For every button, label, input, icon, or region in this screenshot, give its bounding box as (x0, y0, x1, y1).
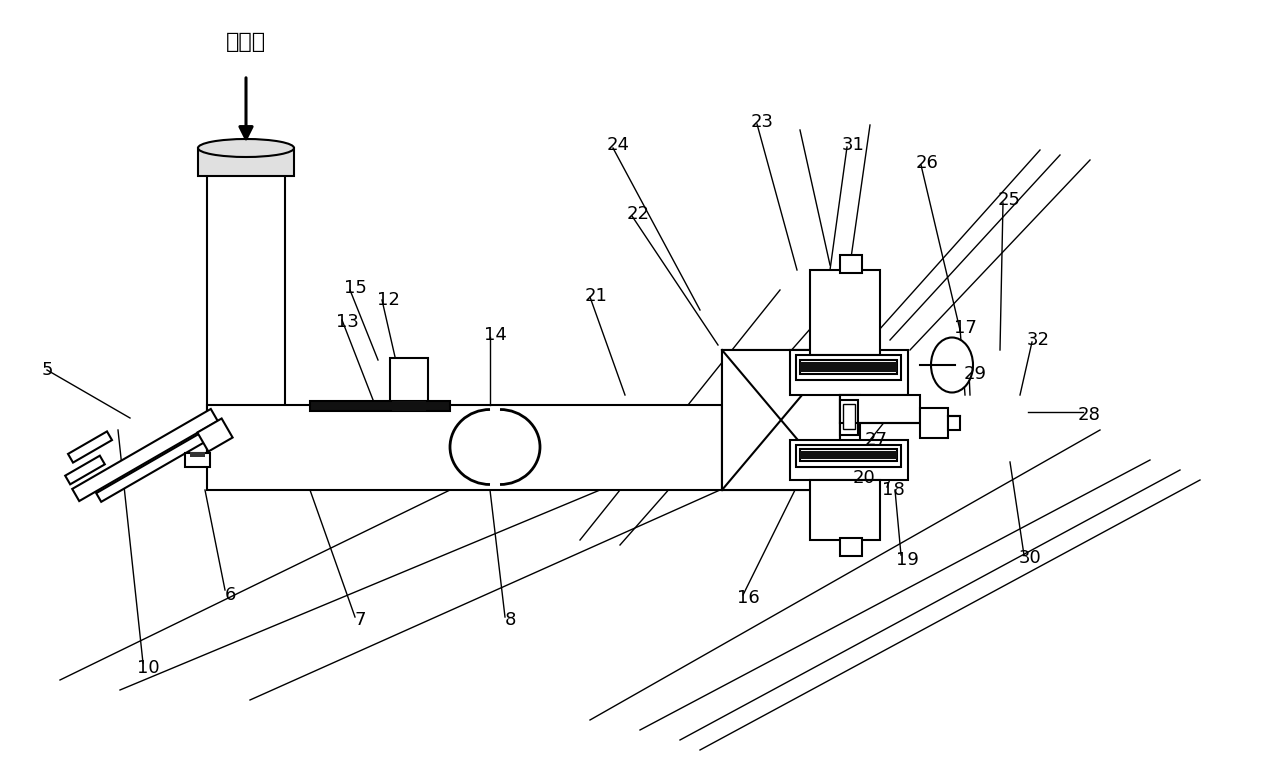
Polygon shape (722, 350, 841, 490)
Text: 24: 24 (606, 136, 629, 154)
Text: 12: 12 (376, 291, 400, 309)
Bar (810, 270, 880, 355)
Text: 31: 31 (842, 136, 865, 154)
Text: 20: 20 (852, 469, 875, 487)
Bar (310, 401, 449, 411)
Text: 8: 8 (504, 611, 515, 629)
Text: 6: 6 (224, 586, 235, 604)
Text: 7: 7 (354, 611, 366, 629)
Bar (208, 170, 285, 460)
Text: 25: 25 (998, 191, 1020, 209)
Bar (790, 440, 908, 480)
Text: 21: 21 (585, 287, 608, 305)
Text: 入射光: 入射光 (225, 32, 266, 52)
Bar (800, 451, 898, 459)
Bar (185, 453, 210, 467)
Text: 17: 17 (953, 319, 976, 337)
Text: 13: 13 (335, 313, 358, 331)
Text: 14: 14 (484, 326, 506, 344)
Text: 26: 26 (915, 154, 938, 172)
Bar (920, 408, 948, 438)
Ellipse shape (931, 337, 974, 392)
Text: 10: 10 (137, 659, 160, 677)
Ellipse shape (197, 139, 294, 157)
Bar (800, 449, 898, 461)
Text: 15: 15 (343, 279, 366, 297)
Bar (790, 350, 908, 395)
Polygon shape (197, 419, 233, 451)
Polygon shape (722, 350, 841, 490)
Bar (841, 538, 862, 556)
Text: 23: 23 (751, 113, 774, 131)
Bar (841, 395, 920, 423)
Bar (800, 360, 898, 374)
Bar (841, 400, 858, 435)
Bar (841, 395, 860, 495)
Text: 27: 27 (865, 431, 887, 449)
Bar (841, 255, 862, 273)
Bar (722, 350, 841, 490)
Text: 16: 16 (737, 589, 760, 607)
Bar (190, 452, 205, 457)
Bar (948, 416, 960, 430)
Bar (800, 362, 898, 372)
Polygon shape (65, 455, 105, 484)
Bar (390, 358, 428, 408)
Polygon shape (72, 409, 218, 501)
Bar (197, 148, 294, 176)
Bar (310, 401, 449, 411)
Polygon shape (68, 431, 111, 462)
Bar (208, 405, 722, 490)
Bar (810, 480, 880, 540)
Text: 30: 30 (1019, 549, 1042, 567)
Text: 32: 32 (1027, 331, 1050, 349)
Bar (392, 401, 425, 411)
Text: 28: 28 (1077, 406, 1100, 424)
Text: 5: 5 (42, 361, 53, 379)
Text: 29: 29 (963, 365, 986, 383)
Polygon shape (96, 428, 214, 502)
Bar (796, 355, 901, 380)
Text: 22: 22 (627, 205, 649, 223)
Text: 19: 19 (895, 551, 918, 569)
Bar (843, 404, 855, 429)
Bar (796, 445, 901, 467)
Text: 18: 18 (881, 481, 904, 499)
